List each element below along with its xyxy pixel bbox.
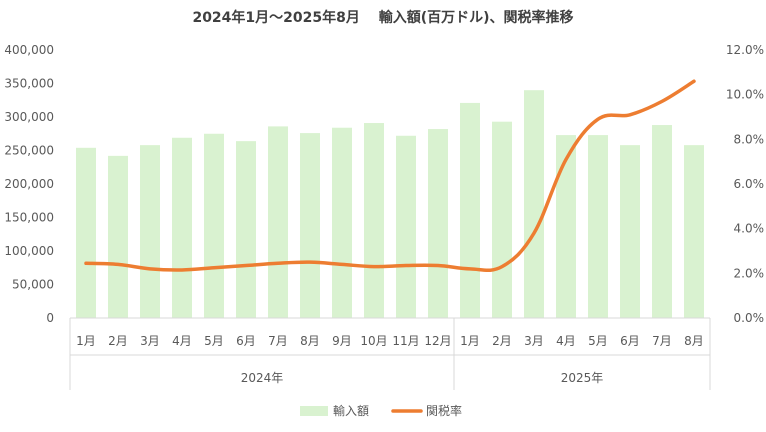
line-series xyxy=(84,79,696,272)
left-tick-label: 250,000 xyxy=(4,144,54,158)
left-tick-label: 0 xyxy=(46,311,54,325)
category-label: 5月 xyxy=(204,334,224,348)
bar-18 xyxy=(620,145,640,318)
category-label: 6月 xyxy=(236,334,256,348)
category-label: 9月 xyxy=(332,334,352,348)
right-tick-label: 4.0% xyxy=(734,222,765,236)
left-tick-label: 150,000 xyxy=(4,211,54,225)
bar-17 xyxy=(588,135,608,318)
right-tick-label: 12.0% xyxy=(726,43,764,57)
bar-11 xyxy=(396,135,416,318)
bar-6 xyxy=(236,141,256,318)
bar-series xyxy=(76,90,704,319)
right-tick-label: 10.0% xyxy=(726,88,764,102)
bar-1 xyxy=(76,147,96,318)
year-group-label: 2025年 xyxy=(561,371,604,385)
left-tick-label: 200,000 xyxy=(4,177,54,191)
bar-2 xyxy=(108,155,128,318)
right-tick-label: 8.0% xyxy=(734,132,765,146)
category-label: 2月 xyxy=(108,334,128,348)
category-label: 3月 xyxy=(524,334,544,348)
bar-3 xyxy=(140,145,160,318)
left-tick-label: 50,000 xyxy=(12,278,54,292)
left-tick-label: 100,000 xyxy=(4,244,54,258)
legend-label: 関税率 xyxy=(426,403,462,418)
category-label: 7月 xyxy=(652,334,672,348)
category-label: 6月 xyxy=(620,334,640,348)
category-label: 8月 xyxy=(684,334,704,348)
x-axis: 1月 2月 3月 4月 5月 6月 7月 8月 9月 10月 11月 12月 1月 2月 3月 4月 5月 6月 7… xyxy=(69,317,711,390)
legend-label: 輸入額 xyxy=(333,403,369,418)
bar-20 xyxy=(684,145,704,318)
chart-title: 2024年1月～2025年8月 輸入額(百万ドル)、関税率推移 xyxy=(192,9,573,26)
right-axis: 0.0% 2.0% 4.0% 6.0% 8.0% 10.0% 12.0% xyxy=(726,43,764,325)
bar-16 xyxy=(556,135,576,318)
bar-8 xyxy=(300,133,320,318)
bar-4 xyxy=(172,137,192,318)
bar-5 xyxy=(204,133,224,318)
category-label: 1月 xyxy=(460,334,480,348)
category-label: 2月 xyxy=(492,334,512,348)
category-label: 5月 xyxy=(588,334,608,348)
left-tick-label: 300,000 xyxy=(4,110,54,124)
left-axis: 0 50,000 100,000 150,000 200,000 250,000 300,0… xyxy=(4,43,54,325)
category-label: 12月 xyxy=(424,334,451,348)
right-tick-label: 0.0% xyxy=(734,311,765,325)
tariff-rate-line xyxy=(84,79,696,272)
category-label: 8月 xyxy=(300,334,320,348)
right-tick-label: 2.0% xyxy=(734,266,765,280)
category-label: 4月 xyxy=(556,334,576,348)
category-label: 11月 xyxy=(392,334,419,348)
category-label: 7月 xyxy=(268,334,288,348)
bar-19 xyxy=(652,125,672,318)
category-label: 4月 xyxy=(172,334,192,348)
bar-7 xyxy=(268,126,288,318)
year-group-label: 2024年 xyxy=(241,371,284,385)
left-tick-label: 400,000 xyxy=(4,43,54,57)
bar-10 xyxy=(364,123,384,318)
bar-9 xyxy=(332,127,352,318)
left-tick-label: 350,000 xyxy=(4,77,54,91)
right-tick-label: 6.0% xyxy=(734,177,765,191)
category-label: 10月 xyxy=(360,334,387,348)
category-label: 3月 xyxy=(140,334,160,348)
category-label: 1月 xyxy=(76,334,96,348)
legend: 輸入額 関税率 xyxy=(300,403,462,418)
bar-12 xyxy=(428,129,448,318)
bar-14 xyxy=(492,121,512,318)
legend-swatch-bar xyxy=(300,406,328,416)
bar-13 xyxy=(460,102,480,319)
bar-15 xyxy=(524,90,544,318)
